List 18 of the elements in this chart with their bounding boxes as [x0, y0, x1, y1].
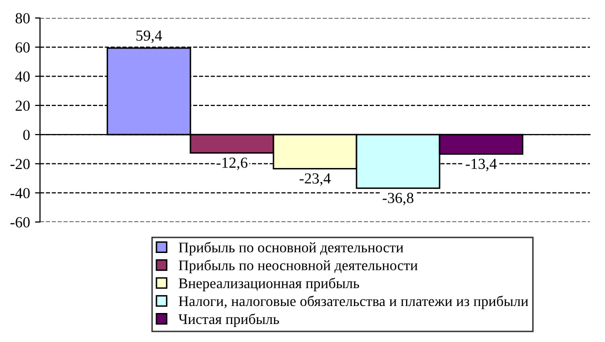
y-tick-label: 20 — [16, 100, 30, 111]
y-tick-label: -40 — [10, 188, 30, 198]
data-label: -23,4 — [300, 173, 331, 186]
y-tick-label: 80 — [16, 13, 30, 24]
data-label: -12,6 — [216, 158, 248, 170]
legend-label: Прибыль по неосновной деятельности — [178, 260, 418, 274]
legend-label: Прибыль по основной деятельности — [178, 242, 404, 256]
data-label: 59,4 — [136, 30, 162, 43]
y-tick-label: 40 — [15, 71, 30, 82]
y-tick-label: -20 — [10, 158, 30, 170]
y-tick-label: 0 — [23, 130, 30, 140]
legend-label: Чистая прибыль — [178, 314, 280, 328]
data-label: -13,4 — [466, 158, 497, 172]
y-tick-label: 60 — [16, 42, 30, 53]
legend-label: Внереализационная прибыль — [178, 278, 360, 292]
legend-label: Налоги, налоговые обязательства и платежи из прибыли — [178, 296, 528, 310]
data-label: -36,8 — [382, 192, 414, 206]
y-tick-label: -60 — [10, 217, 30, 228]
